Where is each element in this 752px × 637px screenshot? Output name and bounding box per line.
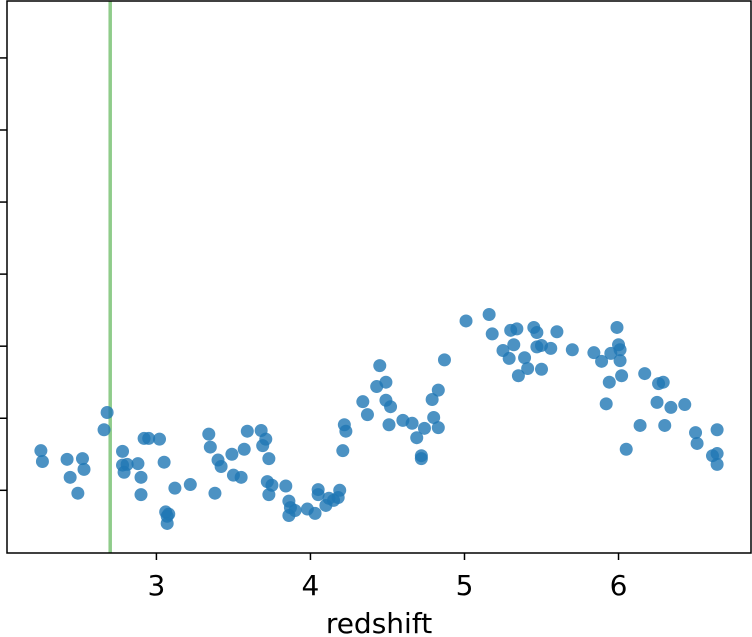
point xyxy=(75,452,89,466)
point xyxy=(152,432,166,446)
point xyxy=(710,423,724,437)
point xyxy=(633,418,647,432)
point xyxy=(214,460,228,474)
point xyxy=(689,426,703,440)
point xyxy=(414,452,428,466)
point xyxy=(356,395,370,409)
x-tick-label: 4 xyxy=(302,569,320,602)
point xyxy=(602,375,616,389)
point xyxy=(417,421,431,435)
point xyxy=(208,486,222,500)
point xyxy=(183,478,197,492)
point xyxy=(535,362,549,376)
point xyxy=(168,481,182,495)
point xyxy=(265,478,279,492)
x-tick-label: 3 xyxy=(148,569,166,602)
point xyxy=(100,405,114,419)
point xyxy=(360,408,374,422)
point xyxy=(131,457,145,471)
point xyxy=(157,455,171,469)
point xyxy=(120,457,134,471)
point xyxy=(134,470,148,484)
point xyxy=(638,367,652,381)
point xyxy=(658,418,672,432)
point xyxy=(279,479,293,493)
point xyxy=(134,488,148,502)
point xyxy=(379,375,393,389)
point xyxy=(437,353,451,367)
point xyxy=(510,322,524,336)
point xyxy=(34,444,48,458)
point xyxy=(565,343,579,357)
point xyxy=(382,418,396,432)
point xyxy=(97,423,111,437)
point xyxy=(311,488,325,502)
point xyxy=(599,397,613,411)
point xyxy=(288,503,302,517)
point xyxy=(550,325,564,339)
point xyxy=(690,436,704,450)
point xyxy=(308,506,322,520)
point xyxy=(373,359,387,373)
point xyxy=(425,393,439,407)
point xyxy=(587,346,601,360)
point xyxy=(35,454,49,468)
point xyxy=(339,424,353,438)
point xyxy=(60,452,74,466)
point xyxy=(459,314,473,328)
point xyxy=(610,320,624,334)
point xyxy=(518,351,532,365)
point xyxy=(203,440,217,454)
point xyxy=(507,338,521,352)
point xyxy=(615,369,629,383)
point xyxy=(405,416,419,430)
point xyxy=(142,431,156,445)
point xyxy=(262,452,276,466)
point xyxy=(544,341,558,355)
x-tick-label: 5 xyxy=(456,569,474,602)
point xyxy=(333,483,347,497)
point xyxy=(485,327,499,341)
point xyxy=(619,442,633,456)
x-tick-label: 6 xyxy=(610,569,628,602)
point xyxy=(502,351,516,365)
point xyxy=(225,447,239,461)
plot-frame xyxy=(6,0,752,554)
point xyxy=(240,424,254,438)
point xyxy=(202,427,216,441)
point xyxy=(613,343,627,357)
point xyxy=(384,400,398,414)
point xyxy=(116,444,130,458)
point xyxy=(410,431,424,445)
point xyxy=(237,442,251,456)
point xyxy=(431,383,445,397)
x-axis-label: redshift xyxy=(326,607,432,637)
point xyxy=(521,362,535,376)
point xyxy=(160,516,174,530)
point xyxy=(427,411,441,425)
point xyxy=(613,354,627,368)
point xyxy=(71,486,85,500)
point xyxy=(650,395,664,409)
point xyxy=(710,447,724,461)
point xyxy=(336,444,350,458)
point xyxy=(530,325,544,339)
point xyxy=(678,398,692,412)
point xyxy=(710,457,724,471)
point xyxy=(511,369,525,383)
point xyxy=(77,462,91,476)
point xyxy=(234,470,248,484)
point xyxy=(259,432,273,446)
point xyxy=(656,375,670,389)
point xyxy=(63,470,77,484)
point xyxy=(664,400,678,414)
point xyxy=(595,354,609,368)
point xyxy=(431,421,445,435)
point xyxy=(482,307,496,321)
